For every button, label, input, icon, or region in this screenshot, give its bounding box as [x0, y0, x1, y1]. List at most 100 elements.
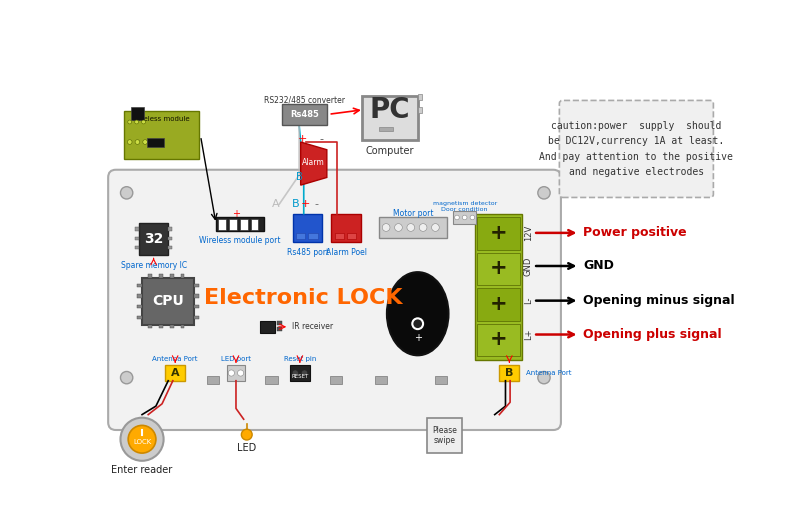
- Ellipse shape: [387, 272, 449, 355]
- Bar: [477, 217, 520, 250]
- Text: Please
swipe: Please swipe: [432, 426, 457, 445]
- Circle shape: [121, 418, 164, 461]
- Bar: [194, 295, 199, 297]
- Text: magnetism detector: magnetism detector: [433, 201, 497, 206]
- Bar: [194, 284, 199, 287]
- Bar: [477, 324, 520, 356]
- Circle shape: [470, 215, 474, 220]
- Text: GND: GND: [524, 257, 533, 276]
- Text: B: B: [505, 368, 514, 378]
- Bar: [418, 94, 422, 101]
- Circle shape: [412, 318, 423, 329]
- Text: RESET: RESET: [291, 375, 309, 379]
- Text: +: +: [232, 208, 240, 218]
- Text: +: +: [490, 329, 507, 349]
- Circle shape: [382, 224, 390, 231]
- Bar: [138, 316, 142, 319]
- Bar: [226, 366, 246, 381]
- Text: 12V: 12V: [524, 225, 533, 241]
- Bar: [168, 227, 172, 231]
- Bar: [170, 325, 174, 329]
- Text: Antenna Port: Antenna Port: [153, 356, 198, 362]
- Text: Alarm Poel: Alarm Poel: [326, 249, 366, 258]
- Bar: [379, 127, 393, 131]
- Text: RS232/485 converter: RS232/485 converter: [264, 95, 345, 104]
- Bar: [194, 316, 199, 319]
- Text: +: +: [414, 333, 422, 343]
- Bar: [453, 211, 476, 224]
- Bar: [131, 107, 143, 121]
- Bar: [334, 233, 344, 239]
- Bar: [308, 233, 318, 239]
- Bar: [159, 325, 163, 329]
- Bar: [296, 233, 306, 239]
- Bar: [181, 325, 184, 329]
- Bar: [290, 366, 310, 381]
- Bar: [266, 376, 278, 384]
- Text: +: +: [301, 199, 310, 209]
- Bar: [250, 219, 258, 230]
- Text: LED port: LED port: [221, 356, 251, 362]
- Bar: [138, 284, 142, 287]
- Text: -: -: [314, 199, 318, 209]
- Text: Alarm: Alarm: [302, 158, 325, 167]
- Text: -: -: [319, 134, 323, 144]
- Circle shape: [462, 215, 467, 220]
- Text: LED: LED: [237, 443, 256, 453]
- Text: +: +: [490, 294, 507, 314]
- Circle shape: [538, 187, 550, 199]
- Circle shape: [128, 425, 156, 453]
- Text: Enter reader: Enter reader: [111, 465, 173, 475]
- Bar: [146, 138, 164, 148]
- Text: Door condition: Door condition: [442, 206, 488, 212]
- Text: PC: PC: [370, 96, 410, 124]
- Text: B: B: [296, 172, 302, 183]
- Circle shape: [394, 224, 402, 231]
- Text: A: A: [271, 199, 279, 209]
- Bar: [135, 246, 139, 249]
- Circle shape: [407, 224, 414, 231]
- Bar: [148, 275, 152, 278]
- Circle shape: [242, 429, 252, 440]
- Circle shape: [538, 371, 550, 384]
- Circle shape: [228, 370, 234, 376]
- Circle shape: [238, 370, 244, 376]
- Text: GND: GND: [583, 260, 614, 272]
- Circle shape: [127, 140, 132, 144]
- Circle shape: [121, 371, 133, 384]
- Text: Electronic LOCK: Electronic LOCK: [205, 288, 403, 308]
- Bar: [499, 366, 519, 381]
- Text: LOCK: LOCK: [133, 439, 151, 444]
- Text: +: +: [490, 258, 507, 278]
- Circle shape: [292, 370, 298, 376]
- Text: caution:power  supply  should
be DC12V,currency 1A at least.
And pay attention t: caution:power supply should be DC12V,cur…: [539, 121, 734, 177]
- Circle shape: [134, 120, 138, 124]
- Bar: [260, 321, 275, 333]
- Text: Rs485 port: Rs485 port: [286, 249, 329, 258]
- Text: Opening minus signal: Opening minus signal: [583, 294, 735, 307]
- Bar: [139, 223, 168, 255]
- Bar: [379, 217, 447, 238]
- Bar: [194, 305, 199, 308]
- Text: +: +: [490, 223, 507, 243]
- FancyBboxPatch shape: [108, 170, 561, 430]
- Text: B: B: [292, 199, 300, 209]
- Text: CPU: CPU: [152, 295, 184, 308]
- Bar: [434, 376, 447, 384]
- Bar: [362, 96, 418, 141]
- Text: Rs485: Rs485: [290, 110, 319, 119]
- Bar: [475, 214, 522, 360]
- Circle shape: [143, 140, 147, 144]
- Bar: [477, 288, 520, 321]
- Bar: [138, 295, 142, 297]
- Text: Power positive: Power positive: [583, 226, 687, 240]
- Bar: [218, 219, 226, 230]
- Bar: [374, 376, 387, 384]
- Bar: [168, 246, 172, 249]
- Text: Reset pin: Reset pin: [284, 356, 316, 362]
- Bar: [418, 107, 422, 113]
- Circle shape: [454, 215, 459, 220]
- Bar: [135, 227, 139, 231]
- Bar: [331, 214, 361, 242]
- Text: 32: 32: [144, 232, 163, 246]
